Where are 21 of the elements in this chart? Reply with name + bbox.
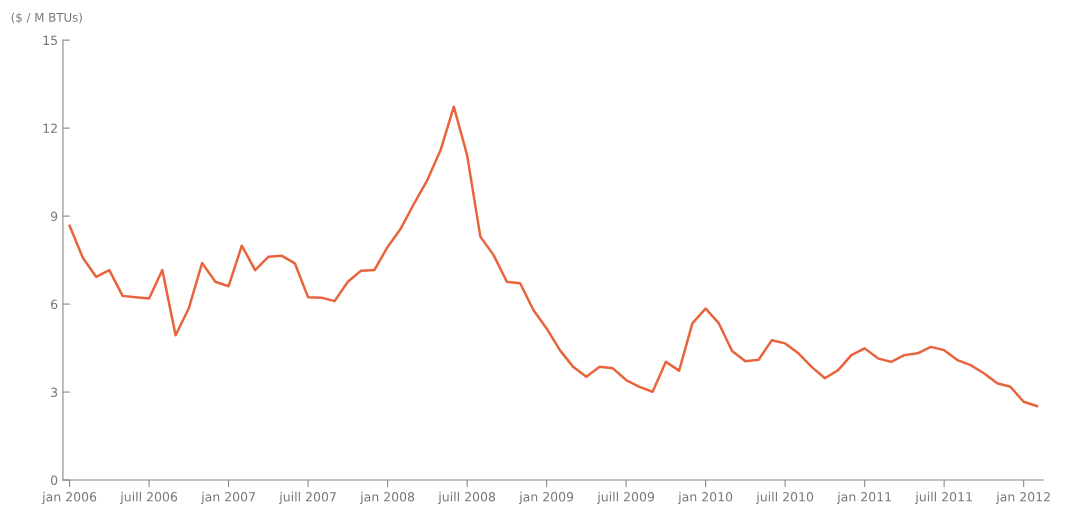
x-tick-label: jan 2009 [518,491,574,504]
y-tick-label: 6 [51,299,58,310]
x-tick-label: juill 2008 [438,491,496,504]
x-tick-label: jan 2012 [996,491,1050,504]
x-tick-label: jan 2008 [359,491,415,504]
y-tick-label: 12 [43,123,57,133]
x-tick-label: juill 2007 [279,491,336,504]
x-tick-label: jan 2007 [200,491,255,504]
y-axis-title: ($ / M BTUs) [11,12,82,24]
x-tick-label: juill 2010 [756,491,814,504]
x-tick-label: juill 2006 [120,491,178,504]
y-tick-label: 3 [51,387,58,397]
y-tick-label: 9 [50,211,58,222]
x-tick-label: jan 2010 [677,491,733,504]
x-tick-label: juill 2009 [597,491,655,504]
y-tick-label: 0 [50,475,58,485]
x-tick-label: jan 2011 [836,491,891,504]
line-series [68,105,1039,408]
x-tick-label: jan 2006 [41,491,97,504]
y-tick-label: 15 [43,35,57,46]
x-tick-label: juill 2011 [915,491,972,504]
